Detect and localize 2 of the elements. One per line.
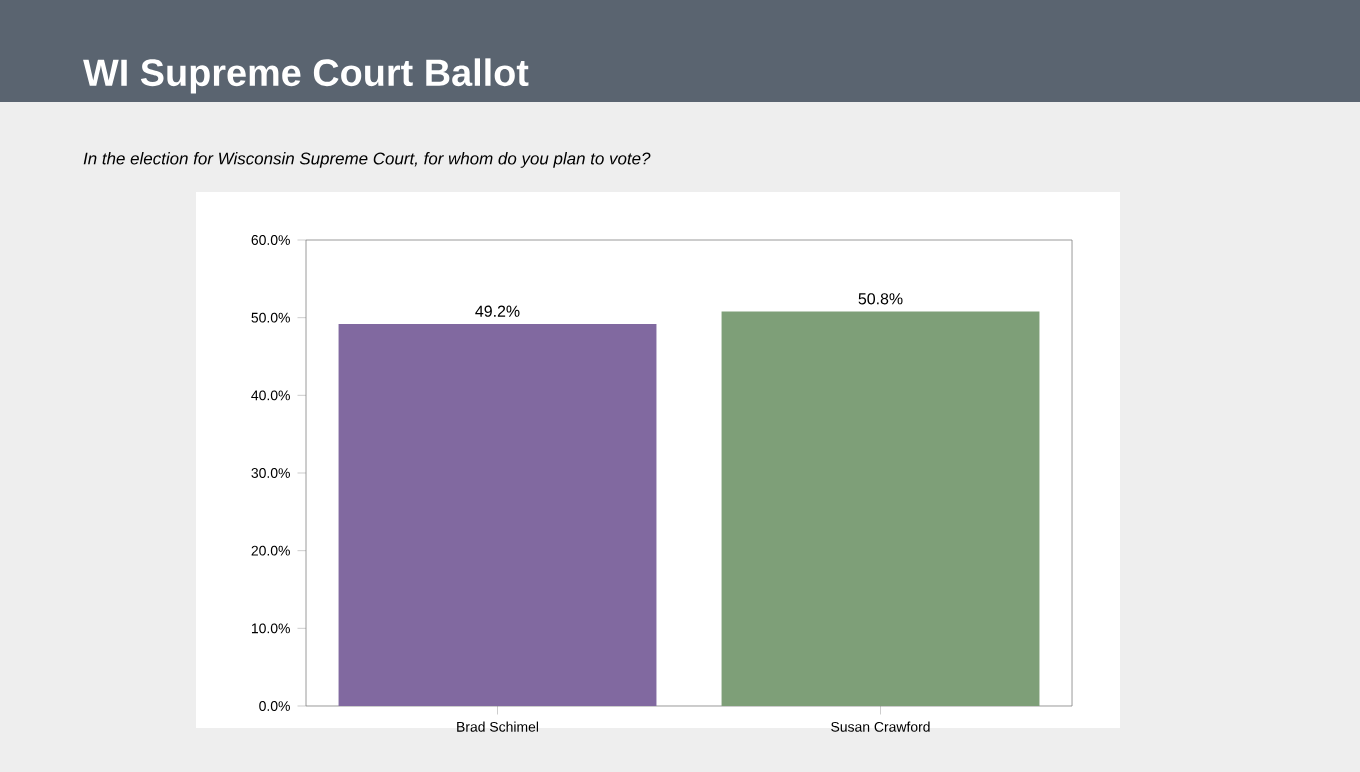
chart-subtitle: In the election for Wisconsin Supreme Court, for whom do you plan to vote? <box>83 152 651 168</box>
chart-title: WI Supreme Court Ballot <box>83 58 529 94</box>
